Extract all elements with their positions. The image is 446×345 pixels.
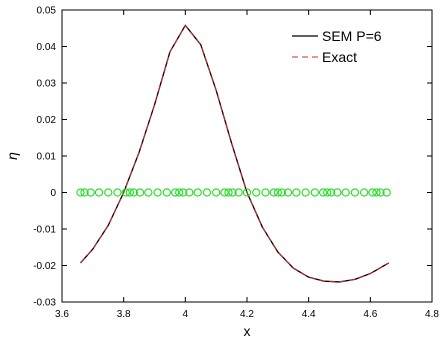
x-tick-label: 4.8 [425, 309, 439, 320]
x-tick-label: 4.2 [240, 309, 254, 320]
y-axis-label: η [4, 152, 20, 160]
scatter-point [86, 188, 95, 197]
y-tick-label: -0.03 [33, 298, 56, 309]
plot-frame [61, 9, 433, 303]
scatter-point [323, 188, 332, 197]
scatter-point [220, 188, 229, 197]
scatter-point [368, 188, 377, 197]
scatter-point [202, 188, 212, 197]
scatter-point [224, 188, 233, 197]
y-tick-label: 0.04 [37, 42, 57, 53]
scatter-point [94, 188, 104, 197]
scatter-point [162, 188, 171, 197]
y-tick-label: -0.02 [33, 261, 56, 272]
scatter-point [171, 188, 180, 197]
scatter-point [113, 188, 122, 197]
scatter-point [185, 188, 194, 197]
scatter-point [175, 188, 184, 197]
scatter-point [376, 188, 385, 197]
scatter-point [350, 188, 360, 197]
y-tick-label: 0.01 [37, 152, 57, 163]
scatter-point [261, 188, 270, 197]
x-axis-label: x [244, 323, 251, 339]
scatter-point [135, 188, 145, 197]
scatter-point [269, 188, 278, 197]
y-tick-label: -0.01 [33, 225, 56, 236]
scatter-point [283, 188, 293, 197]
legend-label: Exact [322, 49, 357, 65]
scatter-point [372, 188, 381, 197]
scatter-point [333, 188, 342, 197]
scatter-point [153, 188, 162, 197]
plot-area [76, 24, 391, 283]
scatter-point [301, 188, 310, 197]
x-tick-label: 3.6 [55, 309, 69, 320]
scatter-point [252, 188, 261, 197]
axes: 3.6 3.8 4 4.2 4.4 4.6 4.8 -0.03 -0.02 -0.01 0 0.01 0… [4, 6, 439, 340]
scatter-point [121, 188, 130, 197]
scatter-point [228, 188, 237, 197]
scatter-point [76, 188, 85, 197]
scatter-point [144, 188, 153, 197]
scatter-point [193, 188, 202, 197]
scatter-point [319, 188, 328, 197]
scatter-point [273, 188, 282, 197]
series-line-exact [80, 24, 390, 283]
y-tick-label: 0 [50, 188, 56, 199]
scatter-point [212, 188, 221, 197]
scatter-point [292, 188, 301, 197]
y-tick-label: 0.03 [37, 79, 57, 90]
scatter-point [80, 188, 89, 197]
legend-label: SEM P=6 [322, 28, 382, 44]
scatter-point [242, 188, 252, 197]
scatter-point [234, 188, 243, 197]
y-tick-label: 0.02 [37, 115, 57, 126]
scatter-point [341, 188, 350, 197]
x-tick-label: 4.6 [363, 309, 377, 320]
legend: SEM P=6 Exact [292, 28, 382, 65]
scatter-point [125, 188, 134, 197]
scatter-point [277, 188, 286, 197]
y-tick-label: 0.05 [37, 6, 57, 17]
scatter-point [360, 188, 369, 197]
scatter-point [327, 188, 336, 197]
scatter-point [179, 188, 188, 197]
x-tick-label: 4 [183, 309, 189, 320]
scatter-point [129, 188, 138, 197]
scatter-point [104, 188, 113, 197]
x-tick-label: 3.8 [117, 309, 131, 320]
scatter-point [382, 188, 391, 197]
scatter-point [310, 188, 319, 197]
x-tick-label: 4.4 [302, 309, 316, 320]
